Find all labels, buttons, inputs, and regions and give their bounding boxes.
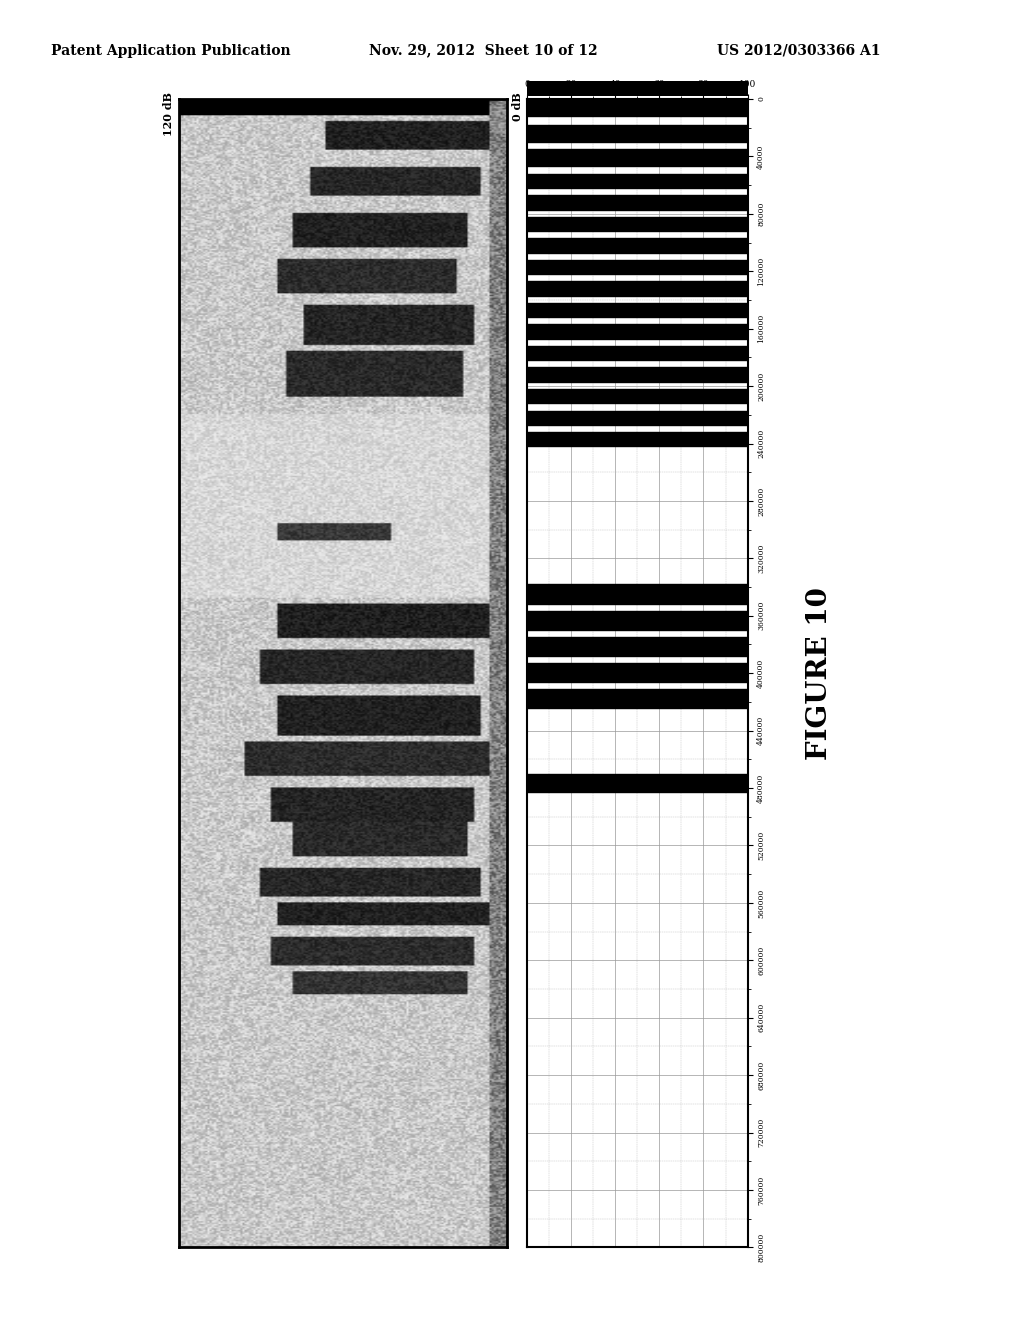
Text: Patent Application Publication: Patent Application Publication	[51, 44, 291, 58]
Text: FIGURE 10: FIGURE 10	[806, 587, 833, 759]
Text: 120 dB: 120 dB	[163, 92, 174, 136]
Text: Nov. 29, 2012  Sheet 10 of 12: Nov. 29, 2012 Sheet 10 of 12	[369, 44, 597, 58]
Text: 0 dB: 0 dB	[512, 92, 523, 121]
Text: US 2012/0303366 A1: US 2012/0303366 A1	[717, 44, 881, 58]
